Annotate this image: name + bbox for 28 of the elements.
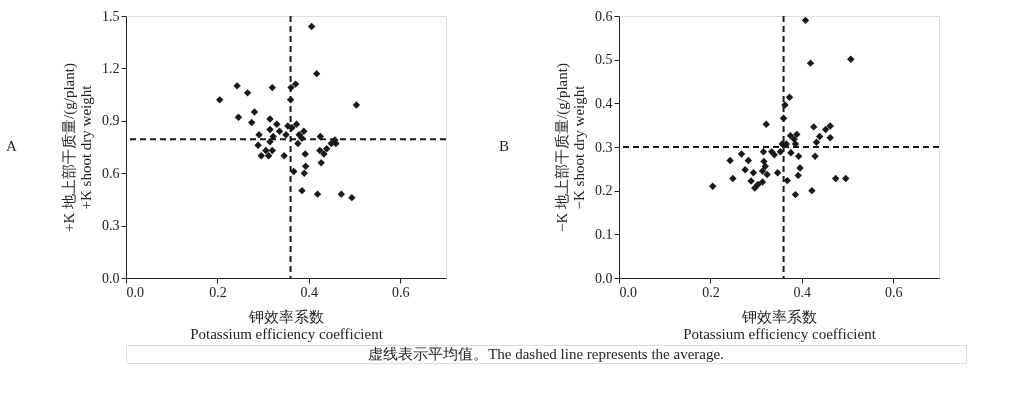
y-tick-label: 0.4 (595, 95, 613, 111)
y-tick-label: 0.0 (102, 270, 120, 286)
y-tick-label: 1.2 (102, 60, 120, 76)
y-tick-label: 0.1 (595, 226, 613, 242)
text: 虚线表示平均值。The dashed line represents the average. (368, 346, 724, 362)
x-axis-title: 钾效率系数 Potassium efficiency coefficient (190, 308, 384, 342)
y-tick-label: 0.6 (102, 165, 120, 181)
y-axis-title: +K 地上部干质量/(g/plant) +K shoot dry weight (61, 63, 94, 232)
x-tick-label: 0.4 (793, 284, 812, 300)
x-tick-label: 0.0 (126, 284, 144, 300)
y-tick-label: 0.0 (595, 270, 613, 286)
y-tick-label: 0.3 (102, 218, 120, 234)
text: B (499, 138, 510, 154)
x-tick-label: 0.4 (300, 284, 319, 300)
y-tick-label: 1.5 (102, 8, 120, 24)
x-tick-label: 0.6 (885, 284, 903, 300)
x-tick-label: 0.6 (392, 284, 410, 300)
x-tick-label: 0.0 (619, 284, 637, 300)
y-tick-label: 0.2 (595, 183, 613, 199)
y-axis-title: −K 地上部干质量/(g/plant) −K shoot dry weight (554, 63, 587, 232)
x-axis-title: 钾效率系数 Potassium efficiency coefficient (683, 308, 877, 342)
y-tick-label: 0.5 (595, 52, 613, 68)
text: A (6, 138, 17, 154)
x-tick-label: 0.2 (209, 284, 227, 300)
y-tick-label: 0.3 (595, 139, 613, 155)
y-tick-label: 0.6 (595, 8, 613, 24)
y-tick-label: 0.9 (102, 113, 120, 129)
x-tick-label: 0.2 (702, 284, 720, 300)
